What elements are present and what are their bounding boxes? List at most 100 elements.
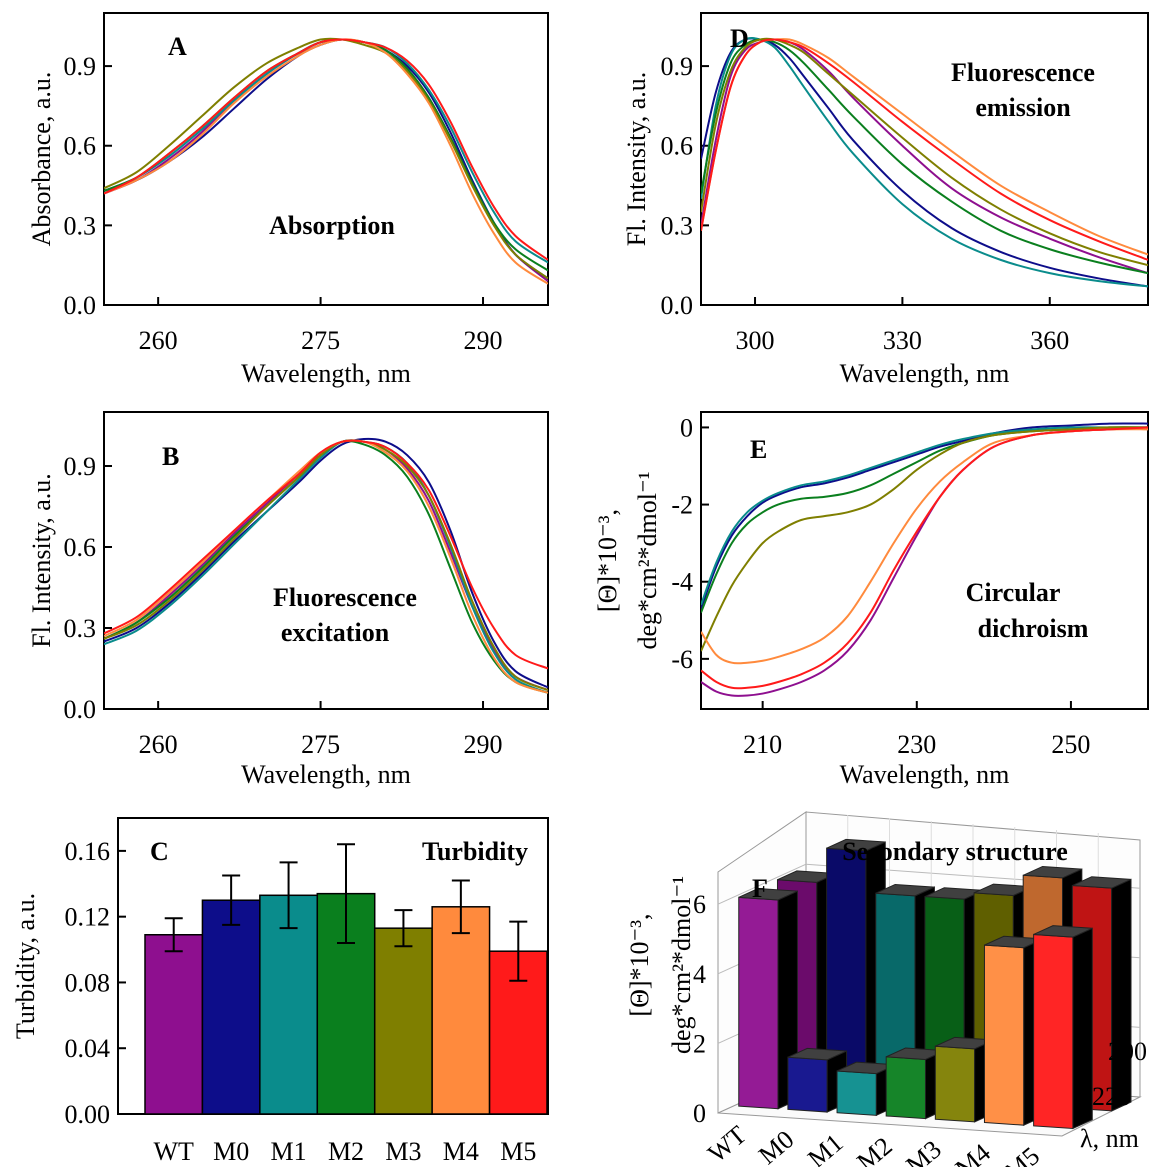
y-tick-label: 0.12 bbox=[65, 903, 111, 932]
bar-M1 bbox=[259, 894, 319, 1115]
z-axis-label: [Θ]*10⁻³, bbox=[625, 913, 654, 1016]
series-line-M5 bbox=[701, 426, 1148, 690]
bar3d-side bbox=[1072, 927, 1093, 1130]
bar-M5 bbox=[488, 950, 548, 1115]
series-line-M4 bbox=[104, 38, 548, 285]
series-line-M4 bbox=[104, 439, 548, 694]
y-tick-label: 0.9 bbox=[661, 52, 694, 81]
category-label: M5 bbox=[999, 1141, 1045, 1167]
plot-annotation: Turbidity bbox=[422, 837, 528, 866]
category-label: M0 bbox=[753, 1125, 799, 1167]
x-tick-label: M1 bbox=[271, 1137, 307, 1166]
bar3d-M4-220 bbox=[983, 944, 1025, 1126]
series-line-M5 bbox=[104, 439, 548, 670]
y-tick-label: 0.6 bbox=[64, 533, 97, 562]
plot-annotation: Fluorescence bbox=[273, 583, 417, 612]
y-tick-label: 0.04 bbox=[65, 1034, 111, 1063]
y-tick-label: 0.0 bbox=[661, 291, 694, 320]
z-tick-label: 6 bbox=[693, 890, 706, 919]
series-line-M1 bbox=[701, 37, 1148, 288]
x-axis-label: Wavelength, nm bbox=[241, 359, 411, 388]
grid-line bbox=[717, 863, 807, 905]
y-tick-label: 0.6 bbox=[64, 132, 97, 161]
bar3d-WT-220 bbox=[738, 896, 779, 1110]
x-tick-label: 290 bbox=[464, 326, 503, 355]
series-line-M3 bbox=[701, 426, 1148, 652]
plot-annotation: Fluorescence bbox=[951, 58, 1095, 87]
panel-B: 0.0 0.3 0.6 0.9 260 275 290 B Fluorescence excita… bbox=[27, 411, 549, 789]
panel-F: 0 2 4 6 WT M0 M1 M2 M3 M4 M5 200 220 λ, nm Secondary s… bbox=[625, 811, 1147, 1167]
panel-A: 0.0 0.3 0.6 0.9 260 275 290 A Absorption Waveleng… bbox=[27, 12, 549, 388]
x-tick-label: M2 bbox=[328, 1137, 364, 1166]
series-line-M2 bbox=[104, 440, 548, 694]
y-tick-label: 0.3 bbox=[64, 614, 97, 643]
bar-M4 bbox=[431, 906, 491, 1115]
x-tick-label: 230 bbox=[897, 730, 936, 759]
y-tick-label: -6 bbox=[671, 645, 693, 674]
series-line-WT bbox=[701, 38, 1148, 275]
x-tick-label: 300 bbox=[736, 326, 775, 355]
x-tick-label: 210 bbox=[743, 730, 782, 759]
series-line-M0 bbox=[104, 437, 548, 689]
y-axis-label: deg*cm²*dmol⁻¹ bbox=[633, 471, 662, 649]
x-tick-label: M3 bbox=[385, 1137, 421, 1166]
bar3d-top bbox=[875, 883, 935, 897]
bar3d-top bbox=[1022, 865, 1083, 879]
series-line-WT bbox=[701, 426, 1148, 697]
x-axis-label: Wavelength, nm bbox=[241, 760, 411, 789]
x-axis-label: Wavelength, nm bbox=[840, 760, 1010, 789]
series-line-M5 bbox=[701, 38, 1148, 261]
x-tick-label: M5 bbox=[500, 1137, 536, 1166]
category-label: M2 bbox=[851, 1131, 897, 1167]
y-tick-label: 0.16 bbox=[65, 837, 111, 866]
series-line-M1 bbox=[104, 439, 548, 694]
y-axis-label: [Θ]*10⁻³, bbox=[593, 509, 622, 612]
y-tick-label: 0 bbox=[680, 413, 693, 442]
panel-label: A bbox=[168, 32, 187, 61]
series-line-M2 bbox=[701, 38, 1148, 275]
bar3d-M5-220 bbox=[1033, 933, 1074, 1130]
y-tick-label: 0.3 bbox=[64, 211, 97, 240]
y-axis-label: Absorbance, a.u. bbox=[27, 72, 56, 247]
panel-C: 0.00 0.04 0.08 0.12 0.16 WT M0 M1 M2 M3 M4 M5 C Turbi… bbox=[11, 817, 549, 1166]
bar3d-M0-220 bbox=[787, 1056, 828, 1113]
x-tick-label: 330 bbox=[883, 326, 922, 355]
y-tick-label: 0.3 bbox=[661, 211, 694, 240]
x-tick-label: 290 bbox=[464, 730, 503, 759]
bar-WT bbox=[144, 934, 204, 1115]
x-tick-label: 275 bbox=[301, 326, 340, 355]
x-tick-label: 275 bbox=[301, 730, 340, 759]
bar3d-M1-220 bbox=[836, 1070, 877, 1116]
bar-M3 bbox=[373, 927, 433, 1115]
bar3d-M2-220 bbox=[885, 1056, 926, 1120]
y-tick-label: -2 bbox=[671, 491, 693, 520]
z-axis-label: deg*cm²*dmol⁻¹ bbox=[667, 876, 696, 1054]
plot-annotation: emission bbox=[975, 93, 1071, 122]
y-tick-label: 0.0 bbox=[64, 291, 97, 320]
x-axis-label: Wavelength, nm bbox=[840, 359, 1010, 388]
z-tick-label: 0 bbox=[693, 1099, 706, 1128]
plot-frame bbox=[700, 411, 1149, 710]
y-tick-label: 0.08 bbox=[65, 968, 111, 997]
z-tick-label: 2 bbox=[693, 1029, 706, 1058]
plot-frame bbox=[103, 12, 549, 306]
plot-annotation: Secondary structure bbox=[842, 837, 1068, 866]
y-axis-label: Fl. Intensity, a.u. bbox=[622, 72, 651, 247]
series-line-M3 bbox=[104, 439, 548, 692]
bar3d-top bbox=[738, 888, 798, 901]
panel-D: 0.0 0.3 0.6 0.9 300 330 360 D Fluorescence emissi… bbox=[622, 12, 1149, 388]
series-line-WT bbox=[104, 439, 548, 692]
bar3d-side bbox=[1111, 878, 1132, 1112]
panel-label: F bbox=[752, 874, 768, 903]
x-tick-label: M4 bbox=[443, 1137, 479, 1166]
plot-frame bbox=[700, 12, 1149, 306]
panel-label: E bbox=[750, 435, 767, 464]
series-line-M3 bbox=[104, 37, 548, 280]
x-tick-label: 250 bbox=[1051, 730, 1090, 759]
y-axis-label: Fl. Intensity, a.u. bbox=[27, 473, 56, 648]
y-tick-label: 0.0 bbox=[64, 695, 97, 724]
x-tick-label: WT bbox=[154, 1137, 195, 1166]
bar-M0 bbox=[201, 899, 261, 1115]
y-tick-label: -4 bbox=[671, 568, 693, 597]
